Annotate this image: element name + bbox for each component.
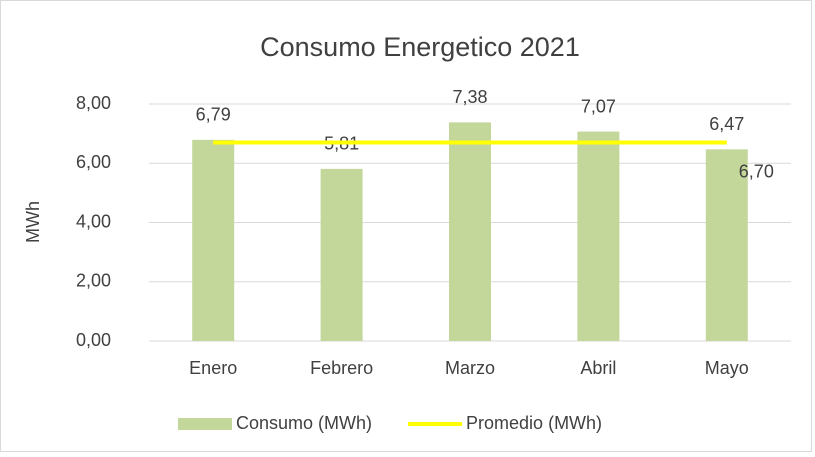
legend-label: Promedio (MWh) [466, 413, 602, 433]
y-axis-label: MWh [23, 201, 43, 243]
data-label: 7,07 [581, 96, 616, 116]
x-tick-label: Febrero [310, 358, 373, 378]
y-tick-label: 8,00 [76, 93, 111, 113]
legend-swatch [178, 418, 232, 430]
y-tick-label: 6,00 [76, 152, 111, 172]
bar [449, 122, 491, 342]
bar [320, 168, 363, 341]
data-label: 6,79 [196, 105, 231, 125]
y-tick-label: 2,00 [76, 271, 111, 291]
bar [577, 131, 620, 341]
legend-label: Consumo (MWh) [236, 413, 372, 433]
x-tick-label: Abril [580, 358, 616, 378]
y-tick-label: 0,00 [76, 330, 111, 350]
data-label: 6,70 [739, 161, 774, 181]
data-label: 6,47 [709, 114, 744, 134]
chart-title: Consumo Energetico 2021 [260, 32, 580, 62]
y-tick-label: 4,00 [76, 211, 111, 231]
data-label: 7,38 [452, 87, 487, 107]
x-tick-label: Enero [189, 358, 237, 378]
x-tick-label: Marzo [445, 358, 495, 378]
bar [705, 149, 748, 341]
bar [192, 139, 235, 341]
x-tick-label: Mayo [705, 358, 749, 378]
